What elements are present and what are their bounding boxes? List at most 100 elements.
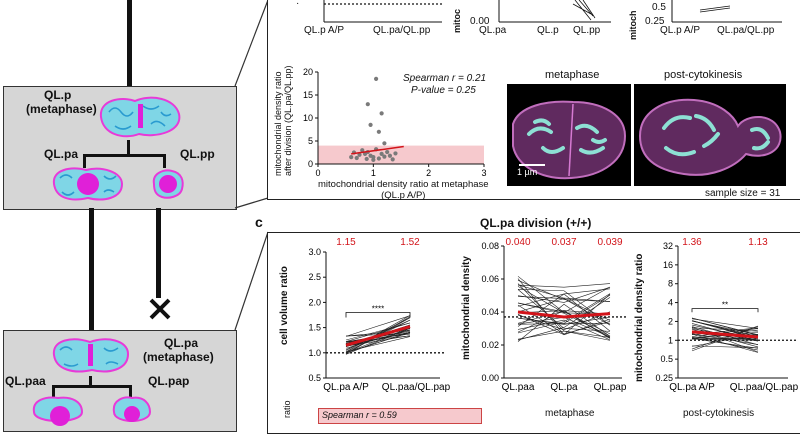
y-tick-label: 2	[668, 316, 673, 326]
y-tick-label: 15	[303, 90, 313, 100]
data-point	[360, 148, 365, 153]
qlpp-cell-drawing	[152, 169, 184, 199]
top-value: 0.037	[551, 237, 576, 248]
paired-line	[517, 294, 611, 325]
b-plot2-xtick: QL.p	[537, 25, 559, 36]
y-tick-label: 10	[303, 113, 313, 123]
qlp-label: QL.p	[44, 88, 72, 102]
data-point	[364, 156, 369, 162]
panel-connector	[234, 0, 269, 331]
b-mito-render	[512, 100, 627, 180]
y-tick-label: 0.5	[660, 354, 673, 364]
c-image-label-postcyto: post-cytokinesis	[683, 408, 755, 419]
data-point	[393, 151, 398, 156]
mean-line	[517, 310, 611, 319]
data-point	[379, 151, 384, 156]
data-point	[365, 102, 370, 107]
data-point	[357, 152, 362, 157]
lineage-line	[89, 376, 92, 386]
qlpaa-label: QL.paa	[5, 374, 46, 388]
b-mito-render	[638, 98, 782, 176]
x-tick-label: 0	[315, 168, 320, 178]
y-tick-label: 0.5	[308, 373, 321, 383]
paired-line	[345, 317, 411, 351]
y-tick-label: 0	[308, 159, 313, 169]
top-value: 0.039	[597, 237, 622, 248]
b-scatter-xlabel: mitochondrial density ratio at metaphase…	[318, 179, 489, 201]
paired-line	[691, 326, 759, 352]
y-tick-label: 8	[668, 279, 673, 289]
paired-line	[345, 322, 411, 342]
lineage-line	[127, 0, 132, 86]
b-plot1-ytick: ·	[296, 0, 300, 9]
b-plot2-axes	[498, 0, 611, 23]
paired-line	[345, 322, 411, 341]
qlpa-metaphase-phase: (metaphase)	[143, 350, 214, 364]
top-value: 1.13	[748, 237, 768, 248]
paired-line	[345, 330, 411, 337]
paired-line	[517, 283, 611, 288]
c-bottom-stat: Spearman r = 0.59	[322, 410, 397, 420]
lineage-line	[163, 154, 166, 168]
lineage-line	[127, 140, 130, 155]
fit-line	[351, 145, 404, 155]
death-cross-icon	[149, 298, 171, 320]
data-point	[382, 154, 387, 159]
data-point	[382, 141, 387, 146]
b-image-label-postcyto: post-cytokinesis	[664, 69, 743, 81]
data-point	[374, 76, 379, 81]
lineage-tree: QL.p (metaphase) QL.pa QL.pp QL.pa (meta…	[0, 0, 240, 432]
x-tick-label: 1	[371, 168, 376, 178]
y-tick-label: 0.08	[481, 241, 499, 251]
b-plot3-ytick: 0.25	[645, 16, 665, 27]
c-bottom-ylabel: ratio	[282, 400, 292, 418]
b-plot1-xtick: QL.p A/P	[304, 25, 345, 36]
scale-bar	[519, 164, 545, 166]
b-image-metaphase: 1 µm	[507, 84, 631, 186]
highlight-band	[318, 145, 484, 164]
b-plot2-xtick: QL.pa	[479, 25, 507, 36]
x-tick-label: QL.paa	[502, 382, 535, 393]
lineage-line	[156, 208, 161, 298]
data-point	[371, 157, 376, 162]
top-value: 0.040	[505, 237, 530, 248]
paired-line	[517, 284, 611, 302]
paired-line	[517, 302, 611, 335]
b-scatter-ylabel: mitochondrial density ratio after divisi…	[273, 65, 293, 176]
data-point	[385, 149, 390, 155]
b-plot1	[323, 0, 442, 23]
b-plot2-ytick: 0.00	[470, 16, 490, 27]
qlpa-metaphase-drawing	[52, 338, 130, 373]
data-point	[349, 155, 354, 160]
y-tick-label: 2.5	[308, 272, 321, 282]
b-scatter-xlabel-line1: mitochondrial density ratio at metaphase	[318, 179, 489, 190]
paired-line	[517, 310, 611, 338]
sample-size: sample size = 31	[705, 188, 781, 199]
paired-line	[345, 328, 411, 355]
paired-line	[517, 311, 611, 331]
mean-line	[345, 325, 411, 347]
paired-line	[345, 332, 411, 353]
paired-line	[691, 338, 759, 341]
y-tick-label: 3.0	[308, 247, 321, 257]
y-tick-label: 0.04	[481, 307, 499, 317]
paired-line	[517, 280, 611, 302]
x-tick-label: 2	[426, 168, 431, 178]
lineage-line	[89, 208, 94, 330]
x-tick-label: QL.pa	[550, 382, 578, 393]
data-point	[368, 122, 373, 127]
c-image-label-metaphase: metaphase	[545, 408, 595, 419]
paired-line	[517, 286, 611, 303]
x-tick-label: 3	[481, 168, 486, 178]
significance-bracket	[691, 308, 759, 313]
qlpa-metaphase-label: QL.pa	[164, 336, 199, 350]
b-scatter-stat-r: Spearman r = 0.21	[403, 73, 487, 84]
significance-marker: ****	[372, 304, 384, 313]
b-plot3-xtick: QL.p A/P	[660, 25, 701, 36]
lineage-line	[83, 154, 166, 157]
y-tick-label: 16	[663, 260, 673, 270]
y-tick-label: 5	[308, 136, 313, 146]
y-tick-label: 1	[668, 335, 673, 345]
qlp-cell-drawing	[99, 96, 181, 138]
b-scatter-plot: 0 5 10 15 20 0 1 2 3	[303, 67, 487, 178]
